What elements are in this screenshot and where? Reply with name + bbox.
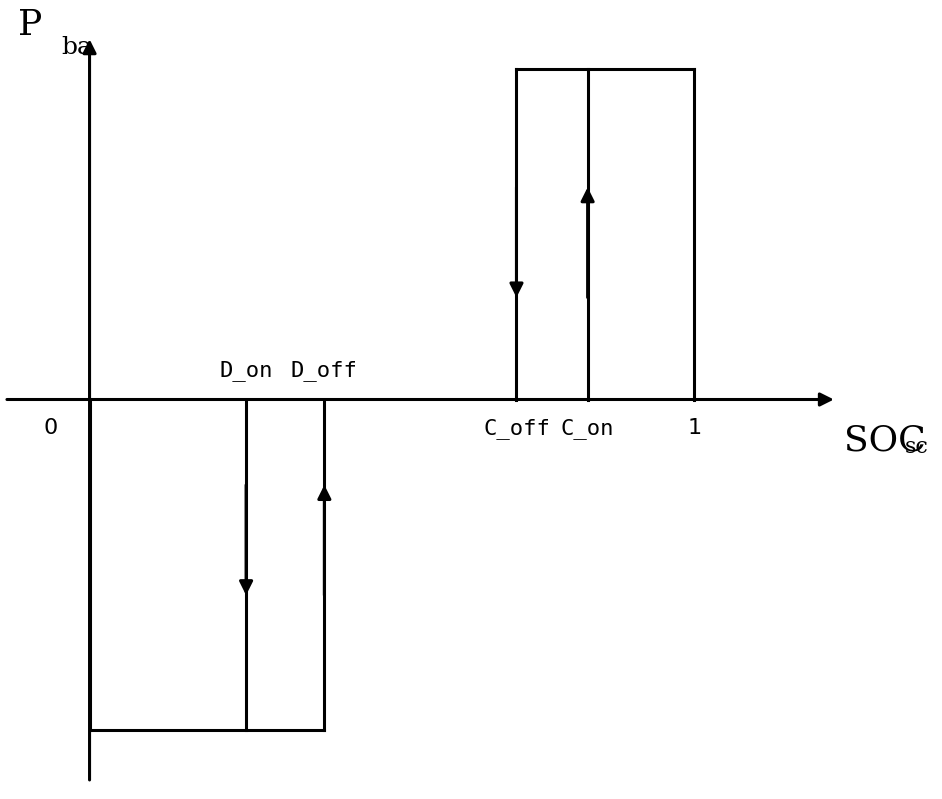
Text: C_on: C_on — [560, 418, 614, 439]
Text: 1: 1 — [688, 418, 702, 438]
Text: ba: ba — [61, 37, 92, 59]
Text: SOC: SOC — [844, 423, 926, 458]
Text: P: P — [19, 8, 42, 42]
Text: D_off: D_off — [291, 360, 358, 381]
Text: 0: 0 — [43, 418, 57, 438]
Text: C_off: C_off — [483, 418, 550, 439]
Text: D_on: D_on — [219, 360, 273, 381]
Text: sc: sc — [904, 435, 928, 458]
